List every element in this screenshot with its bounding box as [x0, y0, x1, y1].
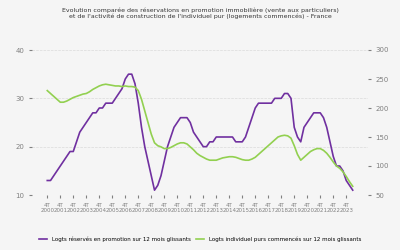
Logts réservés en promotion sur 12 mois glissants [259, 102, 264, 105]
Logts réservés en promotion sur 12 mois glissants [126, 73, 131, 76]
Logts individuel purs commencés sur 12 mois glissants [256, 153, 261, 156]
Logts réservés en promotion sur 12 mois glissants [58, 164, 63, 168]
Logts individuel purs commencés sur 12 mois glissants [103, 83, 108, 86]
Logts individuel purs commencés sur 12 mois glissants [100, 83, 105, 86]
Text: Evolution comparée des réservations en promotion immobilière (vente aux particul: Evolution comparée des réservations en p… [62, 8, 338, 20]
Logts individuel purs commencés sur 12 mois glissants [58, 101, 63, 104]
Logts réservés en promotion sur 12 mois glissants [350, 189, 355, 192]
Logts réservés en promotion sur 12 mois glissants [276, 97, 280, 100]
Logts individuel purs commencés sur 12 mois glissants [45, 89, 50, 92]
Legend: Logts réservés en promotion sur 12 mois glissants, Logts individuel purs commenc: Logts réservés en promotion sur 12 mois … [36, 235, 364, 245]
Logts réservés en promotion sur 12 mois glissants [45, 179, 50, 182]
Logts individuel purs commencés sur 12 mois glissants [272, 138, 277, 141]
Logts réservés en promotion sur 12 mois glissants [152, 189, 157, 192]
Line: Logts réservés en promotion sur 12 mois glissants: Logts réservés en promotion sur 12 mois … [47, 74, 353, 190]
Logts individuel purs commencés sur 12 mois glissants [276, 136, 280, 138]
Logts réservés en promotion sur 12 mois glissants [100, 106, 105, 110]
Logts individuel purs commencés sur 12 mois glissants [262, 147, 267, 150]
Line: Logts individuel purs commencés sur 12 mois glissants: Logts individuel purs commencés sur 12 m… [47, 84, 353, 186]
Logts individuel purs commencés sur 12 mois glissants [350, 185, 355, 188]
Logts réservés en promotion sur 12 mois glissants [266, 102, 271, 105]
Logts réservés en promotion sur 12 mois glissants [279, 97, 284, 100]
